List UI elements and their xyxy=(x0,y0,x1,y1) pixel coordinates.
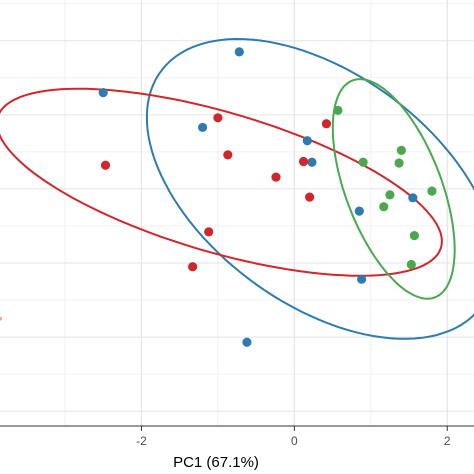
data-point-group-1 xyxy=(354,206,364,216)
data-points xyxy=(0,47,437,347)
group-ellipse-1 xyxy=(145,37,474,340)
data-point-group-3 xyxy=(409,230,419,241)
group-ellipse-3 xyxy=(331,78,456,300)
data-point-group-2 xyxy=(271,172,281,182)
major-gridlines xyxy=(0,0,474,426)
data-point-group-3 xyxy=(394,158,404,168)
data-point-group-2 xyxy=(223,150,233,160)
panel-background xyxy=(0,0,474,426)
data-point-group-1 xyxy=(98,88,108,98)
data-point-group-1 xyxy=(307,157,317,167)
data-point-group-3 xyxy=(379,202,389,212)
x-axis-title: PC1 (67.1%) xyxy=(173,454,259,471)
data-point-group-3 xyxy=(396,145,406,155)
data-point-group-3 xyxy=(358,157,368,167)
data-point-group-1 xyxy=(408,193,418,203)
data-point-group-3 xyxy=(427,186,437,196)
x-axis-ticks: -2 0 2 xyxy=(136,426,451,448)
data-point-group-2 xyxy=(188,262,198,272)
data-point-group-2 xyxy=(321,119,332,129)
x-tick-label: 2 xyxy=(444,434,451,448)
data-point-group-2 xyxy=(204,227,214,237)
data-point-group-2 xyxy=(213,113,223,123)
data-point-group-3 xyxy=(385,190,395,200)
group-ellipse-2 xyxy=(0,87,443,277)
data-point-group-3 xyxy=(333,105,343,115)
data-point-group-1 xyxy=(242,337,252,347)
confidence-ellipses xyxy=(0,37,474,340)
x-tick-label: 0 xyxy=(291,434,298,448)
data-point-group-2 xyxy=(305,192,315,202)
data-point-group-1 xyxy=(197,122,208,133)
data-point-group-2 xyxy=(298,156,309,167)
data-point-group-1 xyxy=(302,136,312,146)
x-tick-label: -2 xyxy=(136,434,147,448)
data-point-group-1 xyxy=(357,274,367,284)
edge-marker xyxy=(0,316,2,321)
data-point-group-2 xyxy=(100,160,111,170)
data-point-group-1 xyxy=(234,47,244,57)
data-point-group-3 xyxy=(406,259,416,270)
